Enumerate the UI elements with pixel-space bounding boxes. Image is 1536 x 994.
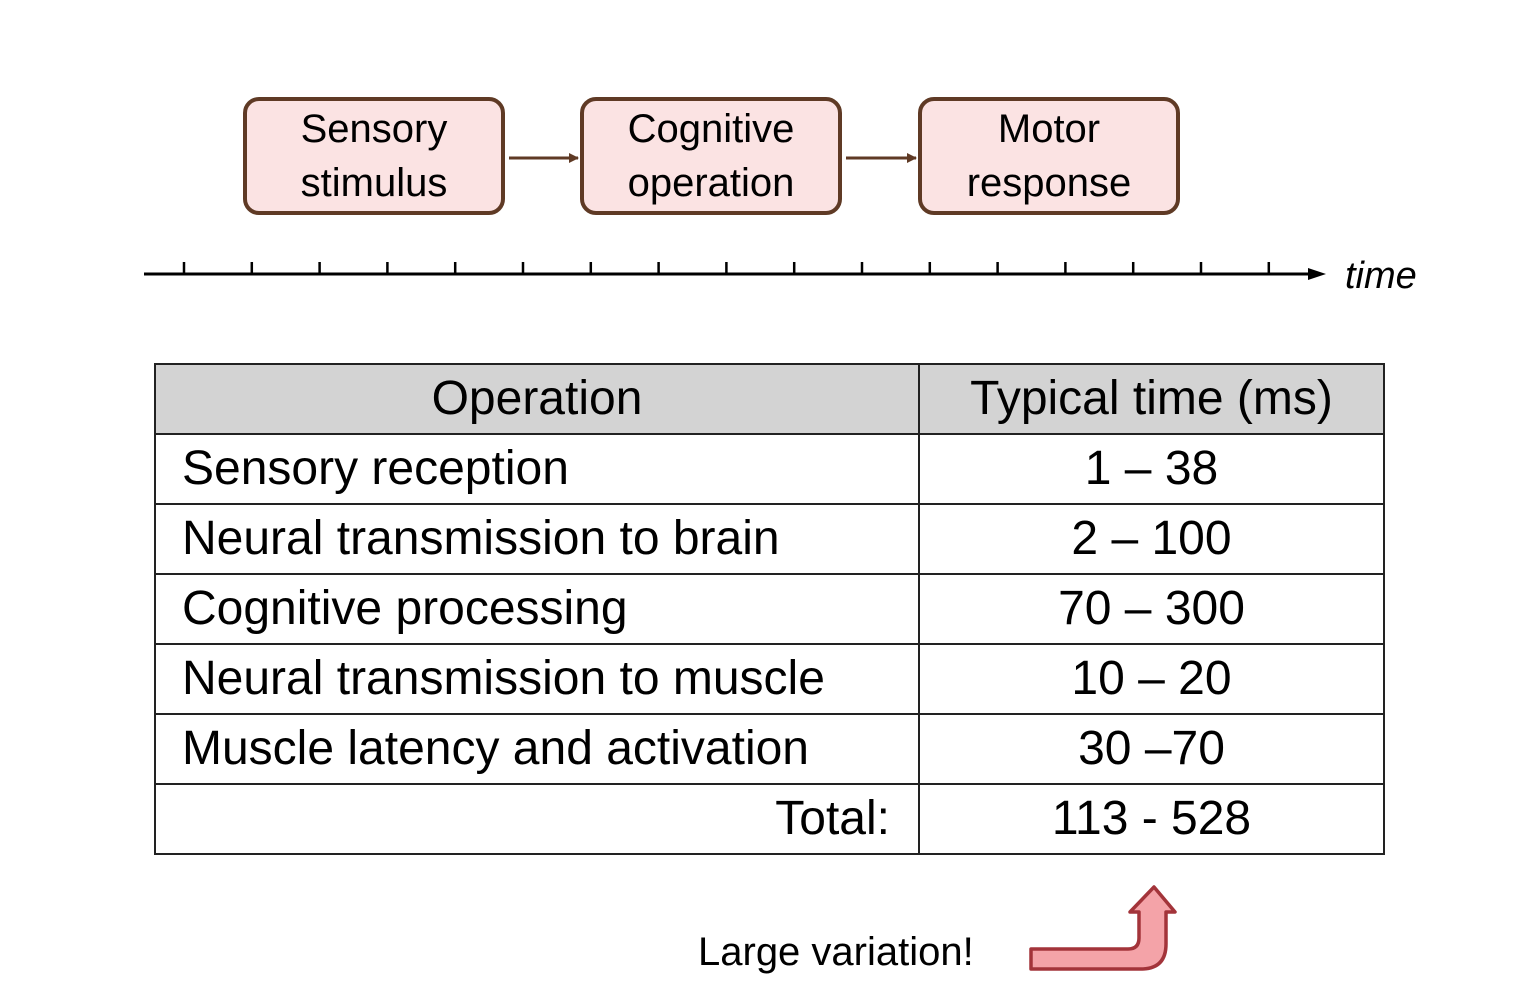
total-row: Total: 113 - 528 — [154, 783, 1385, 855]
table-header-row: Operation Typical time (ms) — [154, 363, 1385, 435]
flow-box-sensory-stimulus: Sensory stimulus — [243, 97, 505, 215]
column-header-operation: Operation — [154, 363, 920, 435]
large-variation-note: Large variation! — [698, 930, 974, 974]
operation-cell: Neural transmission to brain — [154, 503, 920, 575]
time-cell: 70 – 300 — [918, 573, 1385, 645]
total-label: Total: — [154, 783, 920, 855]
flow-box-cognitive-operation: Cognitive operation — [580, 97, 842, 215]
flow-box-label-line2: stimulus — [300, 161, 448, 205]
time-cell: 1 – 38 — [918, 433, 1385, 505]
operation-cell: Muscle latency and activation — [154, 713, 920, 785]
operation-cell: Sensory reception — [154, 433, 920, 505]
column-header-typical-time: Typical time (ms) — [918, 363, 1385, 435]
time-axis — [144, 262, 1326, 280]
time-cell: 2 – 100 — [918, 503, 1385, 575]
operation-cell: Neural transmission to muscle — [154, 643, 920, 715]
flow-box-label-line2: operation — [627, 161, 795, 205]
time-axis-label: time — [1345, 255, 1417, 297]
time-cell: 30 –70 — [918, 713, 1385, 785]
flow-box-label-line1: Motor — [997, 107, 1101, 151]
time-axis-arrowhead — [1308, 268, 1326, 280]
table-row: Cognitive processing 70 – 300 — [154, 573, 1385, 645]
total-time-cell: 113 - 528 — [918, 783, 1385, 855]
table-row: Sensory reception 1 – 38 — [154, 433, 1385, 505]
flow-box-label-line1: Sensory — [300, 107, 448, 151]
table-row: Neural transmission to muscle 10 – 20 — [154, 643, 1385, 715]
flow-box-label-line1: Cognitive — [627, 107, 795, 151]
time-cell: 10 – 20 — [918, 643, 1385, 715]
time-axis-ticks — [182, 262, 1271, 274]
large-variation-arrow-icon — [1029, 885, 1177, 971]
flow-box-motor-response: Motor response — [918, 97, 1180, 215]
operation-cell: Cognitive processing — [154, 573, 920, 645]
table-row: Neural transmission to brain 2 – 100 — [154, 503, 1385, 575]
table-row: Muscle latency and activation 30 –70 — [154, 713, 1385, 785]
operation-timing-table: Operation Typical time (ms) Sensory rece… — [154, 363, 1385, 855]
flow-box-label-line2: response — [966, 161, 1132, 205]
